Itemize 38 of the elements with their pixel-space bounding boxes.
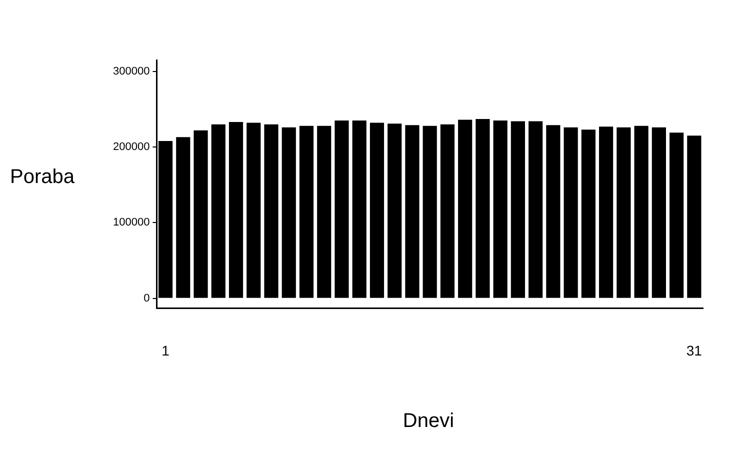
bar — [510, 121, 526, 298]
bar — [634, 126, 648, 298]
y-tick-label: 300000 — [112, 65, 150, 78]
bar — [370, 122, 384, 298]
bar — [476, 119, 490, 298]
x-tick-label: 1 — [162, 342, 170, 358]
bar — [405, 125, 420, 298]
x-tick-label: 31 — [686, 342, 702, 358]
bar — [493, 120, 508, 298]
bar — [264, 124, 278, 298]
bar — [458, 120, 472, 298]
bar — [599, 126, 614, 298]
bar — [616, 127, 631, 298]
bar — [194, 130, 208, 298]
bar — [528, 121, 543, 298]
bar — [246, 122, 261, 298]
bar — [211, 124, 226, 298]
bar — [564, 127, 578, 298]
bar — [317, 126, 332, 298]
y-tick-label: 0 — [144, 292, 150, 304]
bar — [176, 137, 190, 298]
y-tick-label: 200000 — [112, 141, 150, 154]
x-axis-title: Dnevi — [402, 410, 456, 433]
bar — [422, 126, 437, 298]
y-tick-label: 100000 — [112, 216, 150, 229]
bar — [670, 132, 684, 298]
bar — [299, 126, 314, 298]
bar — [440, 124, 455, 298]
bar — [687, 136, 702, 298]
bar — [352, 120, 366, 298]
bar — [652, 127, 666, 298]
bar — [581, 130, 596, 298]
bar — [388, 124, 402, 298]
y-axis-title: Poraba — [10, 166, 74, 189]
bar — [228, 122, 244, 298]
bar — [334, 120, 349, 298]
bar — [282, 127, 296, 298]
bar — [546, 125, 560, 298]
